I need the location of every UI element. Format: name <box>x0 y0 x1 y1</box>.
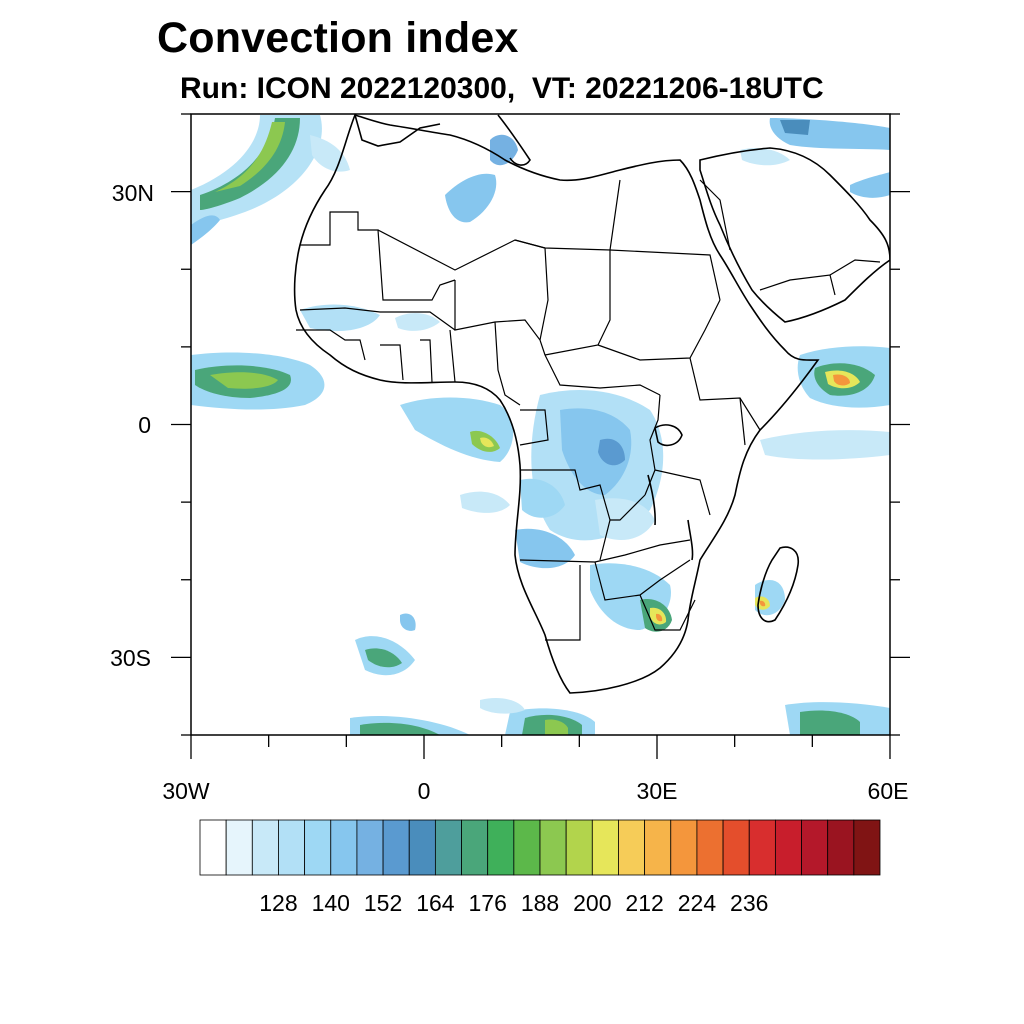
colorbar-label: 188 <box>521 890 559 916</box>
convection-blob-guinea <box>400 397 514 462</box>
africa-coast <box>293 114 820 694</box>
colorbar-label: 164 <box>416 890 455 916</box>
colorbar-swatch <box>304 819 332 876</box>
colorbar-swatch <box>539 819 567 876</box>
colorbar-label: 236 <box>730 890 768 916</box>
iberia-coast <box>354 114 441 147</box>
colorbar-swatch <box>827 819 855 876</box>
colorbar-swatch <box>801 819 829 876</box>
colorbar-label: 200 <box>573 890 611 916</box>
colorbar-label: 152 <box>364 890 402 916</box>
madagascar-coast <box>757 546 800 623</box>
colorbar-swatch <box>618 819 646 876</box>
lake-tanganyika <box>647 474 656 526</box>
colorbar-swatch <box>251 819 279 876</box>
map-subtitle: Run: ICON 2022120300, VT: 20221206-18UTC <box>180 72 824 105</box>
axis-ticks <box>171 113 910 759</box>
country-borders <box>296 179 881 641</box>
colorbar-swatch <box>434 819 462 876</box>
x-tick-label: 30W <box>162 778 210 804</box>
colorbar-swatch <box>487 819 515 876</box>
coastlines <box>293 114 890 694</box>
colorbar-swatch <box>853 819 881 876</box>
colorbar-swatch <box>722 819 750 876</box>
x-tick-label: 0 <box>418 778 431 804</box>
y-tick-label: 0 <box>138 412 151 438</box>
colorbar-label: 176 <box>469 890 507 916</box>
colorbar-swatch <box>670 819 698 876</box>
x-tick-label: 30E <box>637 778 678 804</box>
x-tick-label: 60E <box>868 778 909 804</box>
colorbar <box>199 819 881 876</box>
colorbar-swatch <box>199 819 227 876</box>
convection-blob-med <box>445 173 497 223</box>
colorbar-swatch <box>382 819 410 876</box>
lake-victoria <box>654 424 683 447</box>
colorbar-swatch <box>644 819 672 876</box>
colorbar-swatch <box>330 819 358 876</box>
map-title: Convection index <box>157 14 519 62</box>
colorbar-label: 212 <box>625 890 663 916</box>
colorbar-swatch <box>513 819 541 876</box>
y-tick-label: 30N <box>112 180 154 206</box>
colorbar-label: 128 <box>259 890 297 916</box>
colorbar-swatch <box>774 819 802 876</box>
colorbar-swatch <box>461 819 489 876</box>
colorbar-swatch <box>278 819 306 876</box>
colorbar-swatch <box>591 819 619 876</box>
colorbar-swatch <box>225 819 253 876</box>
convection-field <box>191 115 890 735</box>
colorbar-label: 140 <box>312 890 350 916</box>
colorbar-swatch <box>696 819 724 876</box>
y-tick-label: 30S <box>110 645 151 671</box>
colorbar-swatch <box>408 819 436 876</box>
colorbar-swatch <box>748 819 776 876</box>
colorbar-labels: 128 140 152 164 176 188 200 212 224 236 <box>259 890 768 916</box>
colorbar-label: 224 <box>678 890 717 916</box>
colorbar-swatch <box>356 819 384 876</box>
lake-malawi <box>687 519 694 561</box>
arabia-coast <box>699 147 890 323</box>
italy-coast <box>497 114 531 166</box>
colorbar-swatch <box>565 819 593 876</box>
